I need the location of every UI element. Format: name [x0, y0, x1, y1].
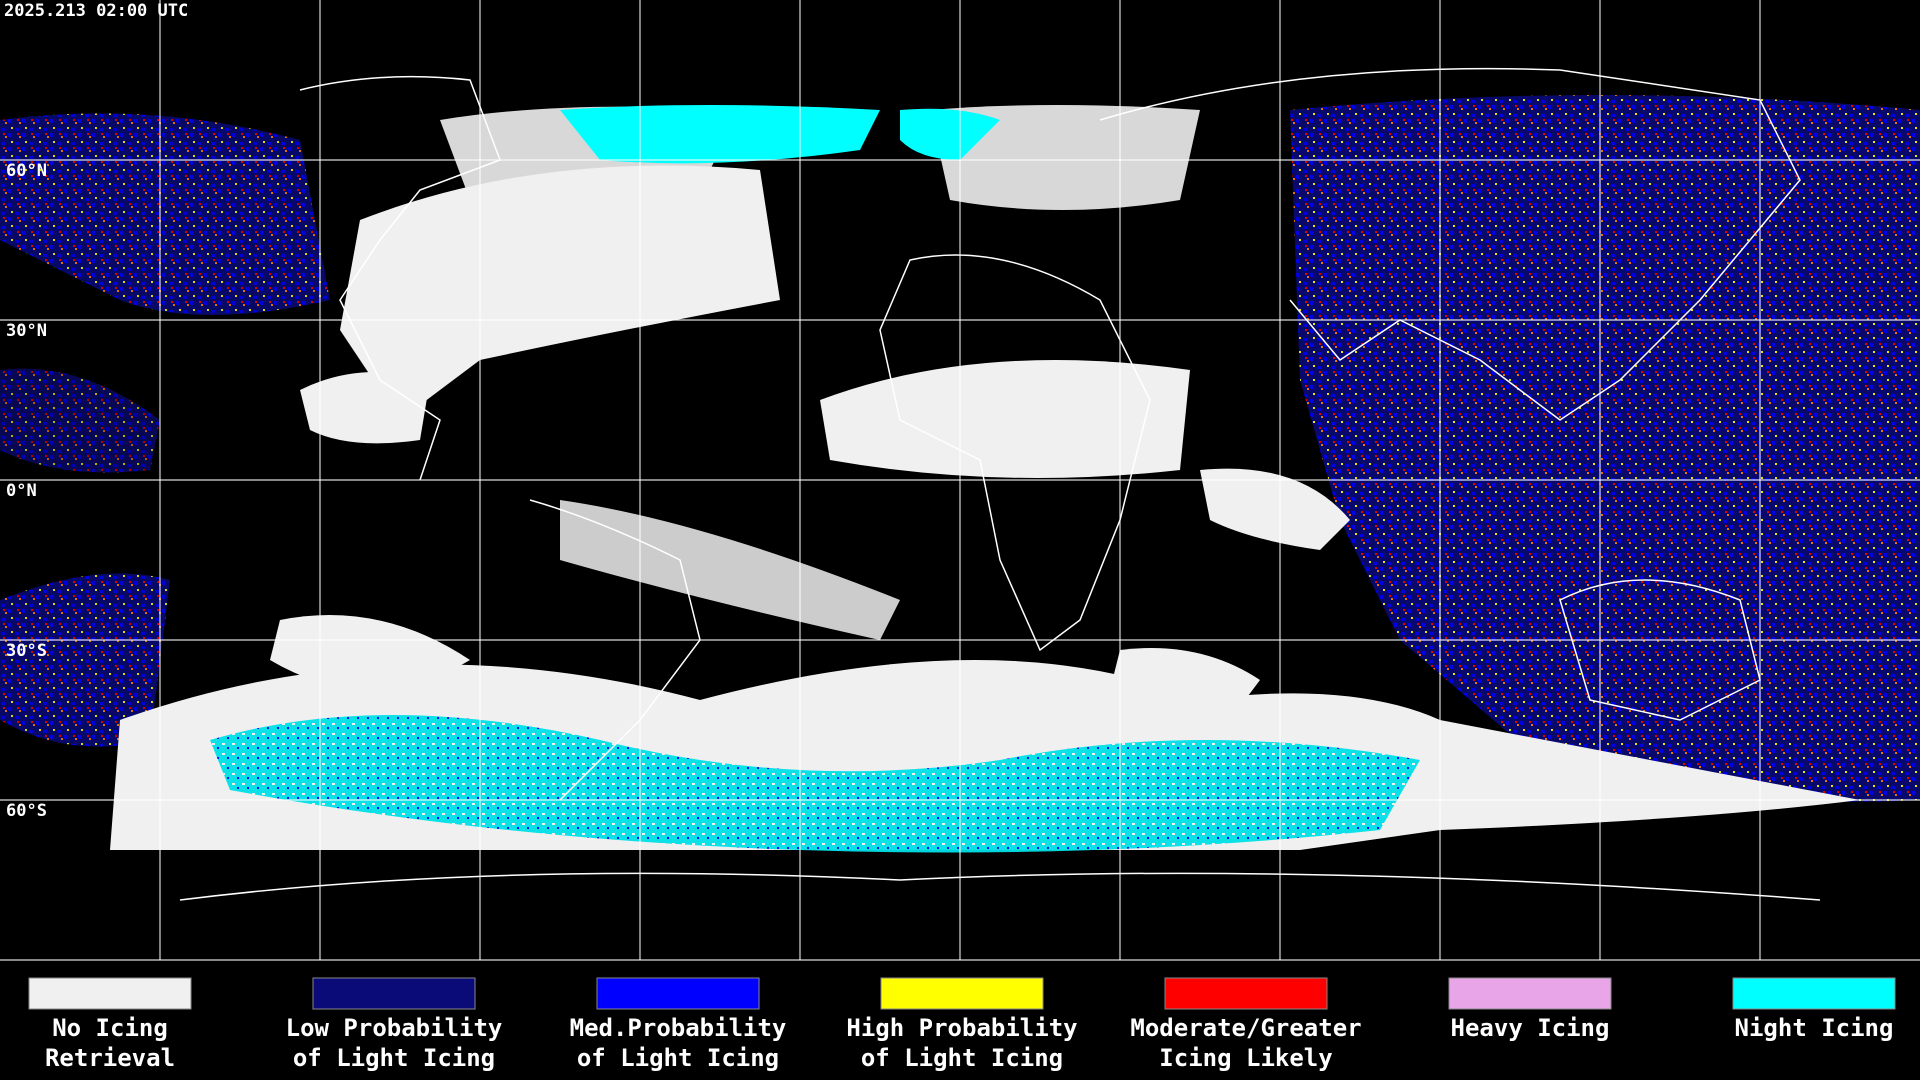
- legend-swatch: [596, 977, 760, 1010]
- latitude-label: 30°S: [6, 641, 47, 661]
- legend-label: No Icing: [52, 1014, 168, 1042]
- legend-label: Low Probability: [286, 1014, 503, 1042]
- legend-swatch: [1164, 977, 1328, 1010]
- legend-label: Night Icing: [1735, 1014, 1894, 1042]
- legend-label: Moderate/Greater: [1130, 1014, 1361, 1042]
- latitude-labels: 60°N 30°N 0°N 30°S 60°S: [6, 161, 47, 821]
- latitude-label: 30°N: [6, 321, 47, 341]
- timestamp: 2025.213 02:00 UTC: [4, 1, 188, 21]
- legend-label: Retrieval: [45, 1044, 175, 1072]
- latitude-label: 60°N: [6, 161, 47, 181]
- legend-label: Med.Probability: [570, 1014, 787, 1042]
- coastlines: [179, 67, 1821, 901]
- legend-swatch: [28, 977, 192, 1010]
- latitude-label: 60°S: [6, 801, 47, 821]
- latitude-label: 0°N: [6, 481, 37, 501]
- graticule: [0, 0, 1920, 961]
- legend-label: High Probability: [846, 1014, 1077, 1042]
- legend-swatch: [1732, 977, 1896, 1010]
- legend-swatch: [880, 977, 1044, 1010]
- legend-swatch: [1448, 977, 1612, 1010]
- legend-label: of Light Icing: [577, 1044, 779, 1072]
- legend-swatch: [312, 977, 476, 1010]
- legend-label: of Light Icing: [861, 1044, 1063, 1072]
- legend-label: Icing Likely: [1159, 1044, 1332, 1072]
- legend-label: of Light Icing: [293, 1044, 495, 1072]
- legend-label: Heavy Icing: [1451, 1014, 1610, 1042]
- cloud-field: [0, 95, 1920, 853]
